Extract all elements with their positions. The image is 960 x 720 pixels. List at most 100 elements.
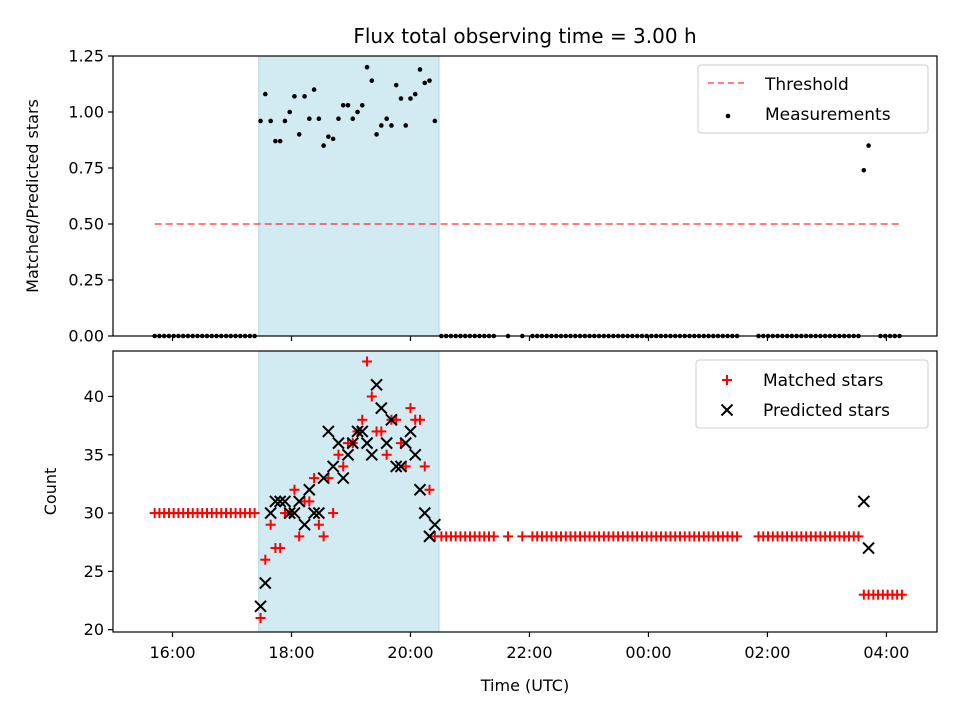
top-y-tick-label: 0.50 <box>68 215 104 234</box>
matched-star-point <box>400 461 411 472</box>
top-y-tick-label: 0.75 <box>68 159 104 178</box>
matched-star-point <box>338 461 349 472</box>
legend-matched-swatch <box>722 375 732 385</box>
top-y-ticks: 0.00 0.25 0.50 0.75 1.00 1.25 <box>68 47 113 346</box>
predicted-star-point <box>365 448 379 461</box>
predicted-star-point <box>423 530 436 543</box>
measurement-point <box>408 96 413 101</box>
measurement-point <box>861 167 867 173</box>
x-tick-label: 18:00 <box>268 643 314 662</box>
x-tick-label: 22:00 <box>506 643 552 662</box>
measurement-point <box>374 132 379 137</box>
bottom-y-ticks: 20 25 30 35 40 <box>84 387 113 639</box>
measurement-point <box>350 116 356 122</box>
observing-window-shade-bottom <box>258 350 440 633</box>
predicted-star-point <box>862 541 875 555</box>
matched-star-point <box>260 554 271 565</box>
predicted-star-point <box>298 518 311 531</box>
measurement-point <box>364 64 370 70</box>
bottom-y-tick-label: 20 <box>84 620 104 639</box>
matched-star-point <box>503 531 514 542</box>
matched-star-point <box>896 589 907 600</box>
matched-star-point <box>488 531 499 542</box>
bottom-legend-box <box>695 359 929 429</box>
predicted-star-point <box>360 436 374 450</box>
legend-threshold-label: Threshold <box>764 75 849 95</box>
bottom-x-ticks: 16:00 18:00 20:00 22:00 00:00 02:00 04:00 <box>149 632 909 662</box>
predicted-star-point <box>857 495 871 508</box>
measurement-point <box>359 102 365 108</box>
measurement-point <box>393 82 399 88</box>
x-tick-label: 02:00 <box>744 643 790 662</box>
measurement-point <box>268 118 273 124</box>
measurement-point <box>384 116 389 122</box>
predicted-star-point <box>269 495 282 508</box>
measurement-point <box>355 109 360 115</box>
predicted-star-point <box>312 506 326 520</box>
bottom-y-axis-label: Count <box>41 468 60 516</box>
matched-star-point <box>419 461 430 472</box>
measurement-point <box>340 102 346 108</box>
measurement-point <box>263 91 268 97</box>
top-y-axis-label: Matched/Predicted stars <box>23 99 42 293</box>
measurement-point <box>287 109 292 115</box>
legend-measurements-label: Measurements <box>765 105 891 125</box>
x-tick-label: 04:00 <box>863 643 909 662</box>
matched-star-point <box>309 473 320 484</box>
predicted-star-point <box>418 506 431 520</box>
measurement-point <box>330 136 336 142</box>
predicted-stars-series <box>254 378 875 613</box>
matched-star-point <box>381 449 392 460</box>
predicted-star-point <box>370 378 383 392</box>
matched-star-point <box>391 414 402 425</box>
matched-star-point <box>304 496 315 507</box>
predicted-star-point <box>288 506 301 520</box>
predicted-star-point <box>273 495 287 508</box>
top-panel-frame <box>112 55 938 337</box>
matched-star-point <box>294 531 305 542</box>
measurement-point <box>292 94 297 99</box>
measurement-point <box>311 87 317 92</box>
matched-star-point <box>853 531 864 542</box>
matched-star-point <box>255 613 266 624</box>
measurement-point <box>422 80 428 86</box>
predicted-star-point <box>254 600 267 613</box>
predicted-star-point <box>413 483 427 496</box>
chart-title: Flux total observing time = 3.00 h <box>353 24 696 48</box>
measurement-point <box>321 143 326 148</box>
measurement-point <box>282 118 288 124</box>
measurement-point <box>277 138 283 144</box>
legend-predicted-swatch <box>720 403 734 417</box>
predicted-star-point <box>380 436 393 450</box>
top-legend: Threshold Measurements <box>697 64 929 134</box>
bottom-panel-frame <box>112 350 938 633</box>
matched-star-point <box>313 519 324 530</box>
matched-star-point <box>395 438 406 449</box>
legend-measurements-swatch <box>725 113 731 119</box>
predicted-star-point <box>293 495 306 508</box>
measurement-point <box>369 78 375 83</box>
x-tick-label: 20:00 <box>387 643 433 662</box>
measurement-point <box>432 118 438 124</box>
measurement-point <box>866 143 871 148</box>
top-y-tick-label: 1.25 <box>68 47 104 66</box>
top-x-ticks <box>171 336 888 341</box>
matched-star-point <box>333 449 344 460</box>
top-y-tick-label: 1.00 <box>68 103 104 122</box>
bottom-y-tick-label: 25 <box>84 562 104 581</box>
measurement-point <box>379 123 384 128</box>
top-y-tick-label: 0.00 <box>68 327 104 346</box>
bottom-y-tick-label: 40 <box>84 387 104 406</box>
predicted-star-point <box>337 471 350 485</box>
matched-star-point <box>424 484 435 495</box>
predicted-star-point <box>428 518 442 531</box>
measurement-point <box>412 91 418 97</box>
predicted-star-point <box>341 448 355 461</box>
matched-star-point <box>323 473 334 484</box>
predicted-star-point <box>399 436 412 450</box>
predicted-star-point <box>278 495 292 508</box>
predicted-star-point <box>332 436 345 450</box>
predicted-star-point <box>264 506 277 520</box>
x-tick-label: 00:00 <box>625 643 671 662</box>
